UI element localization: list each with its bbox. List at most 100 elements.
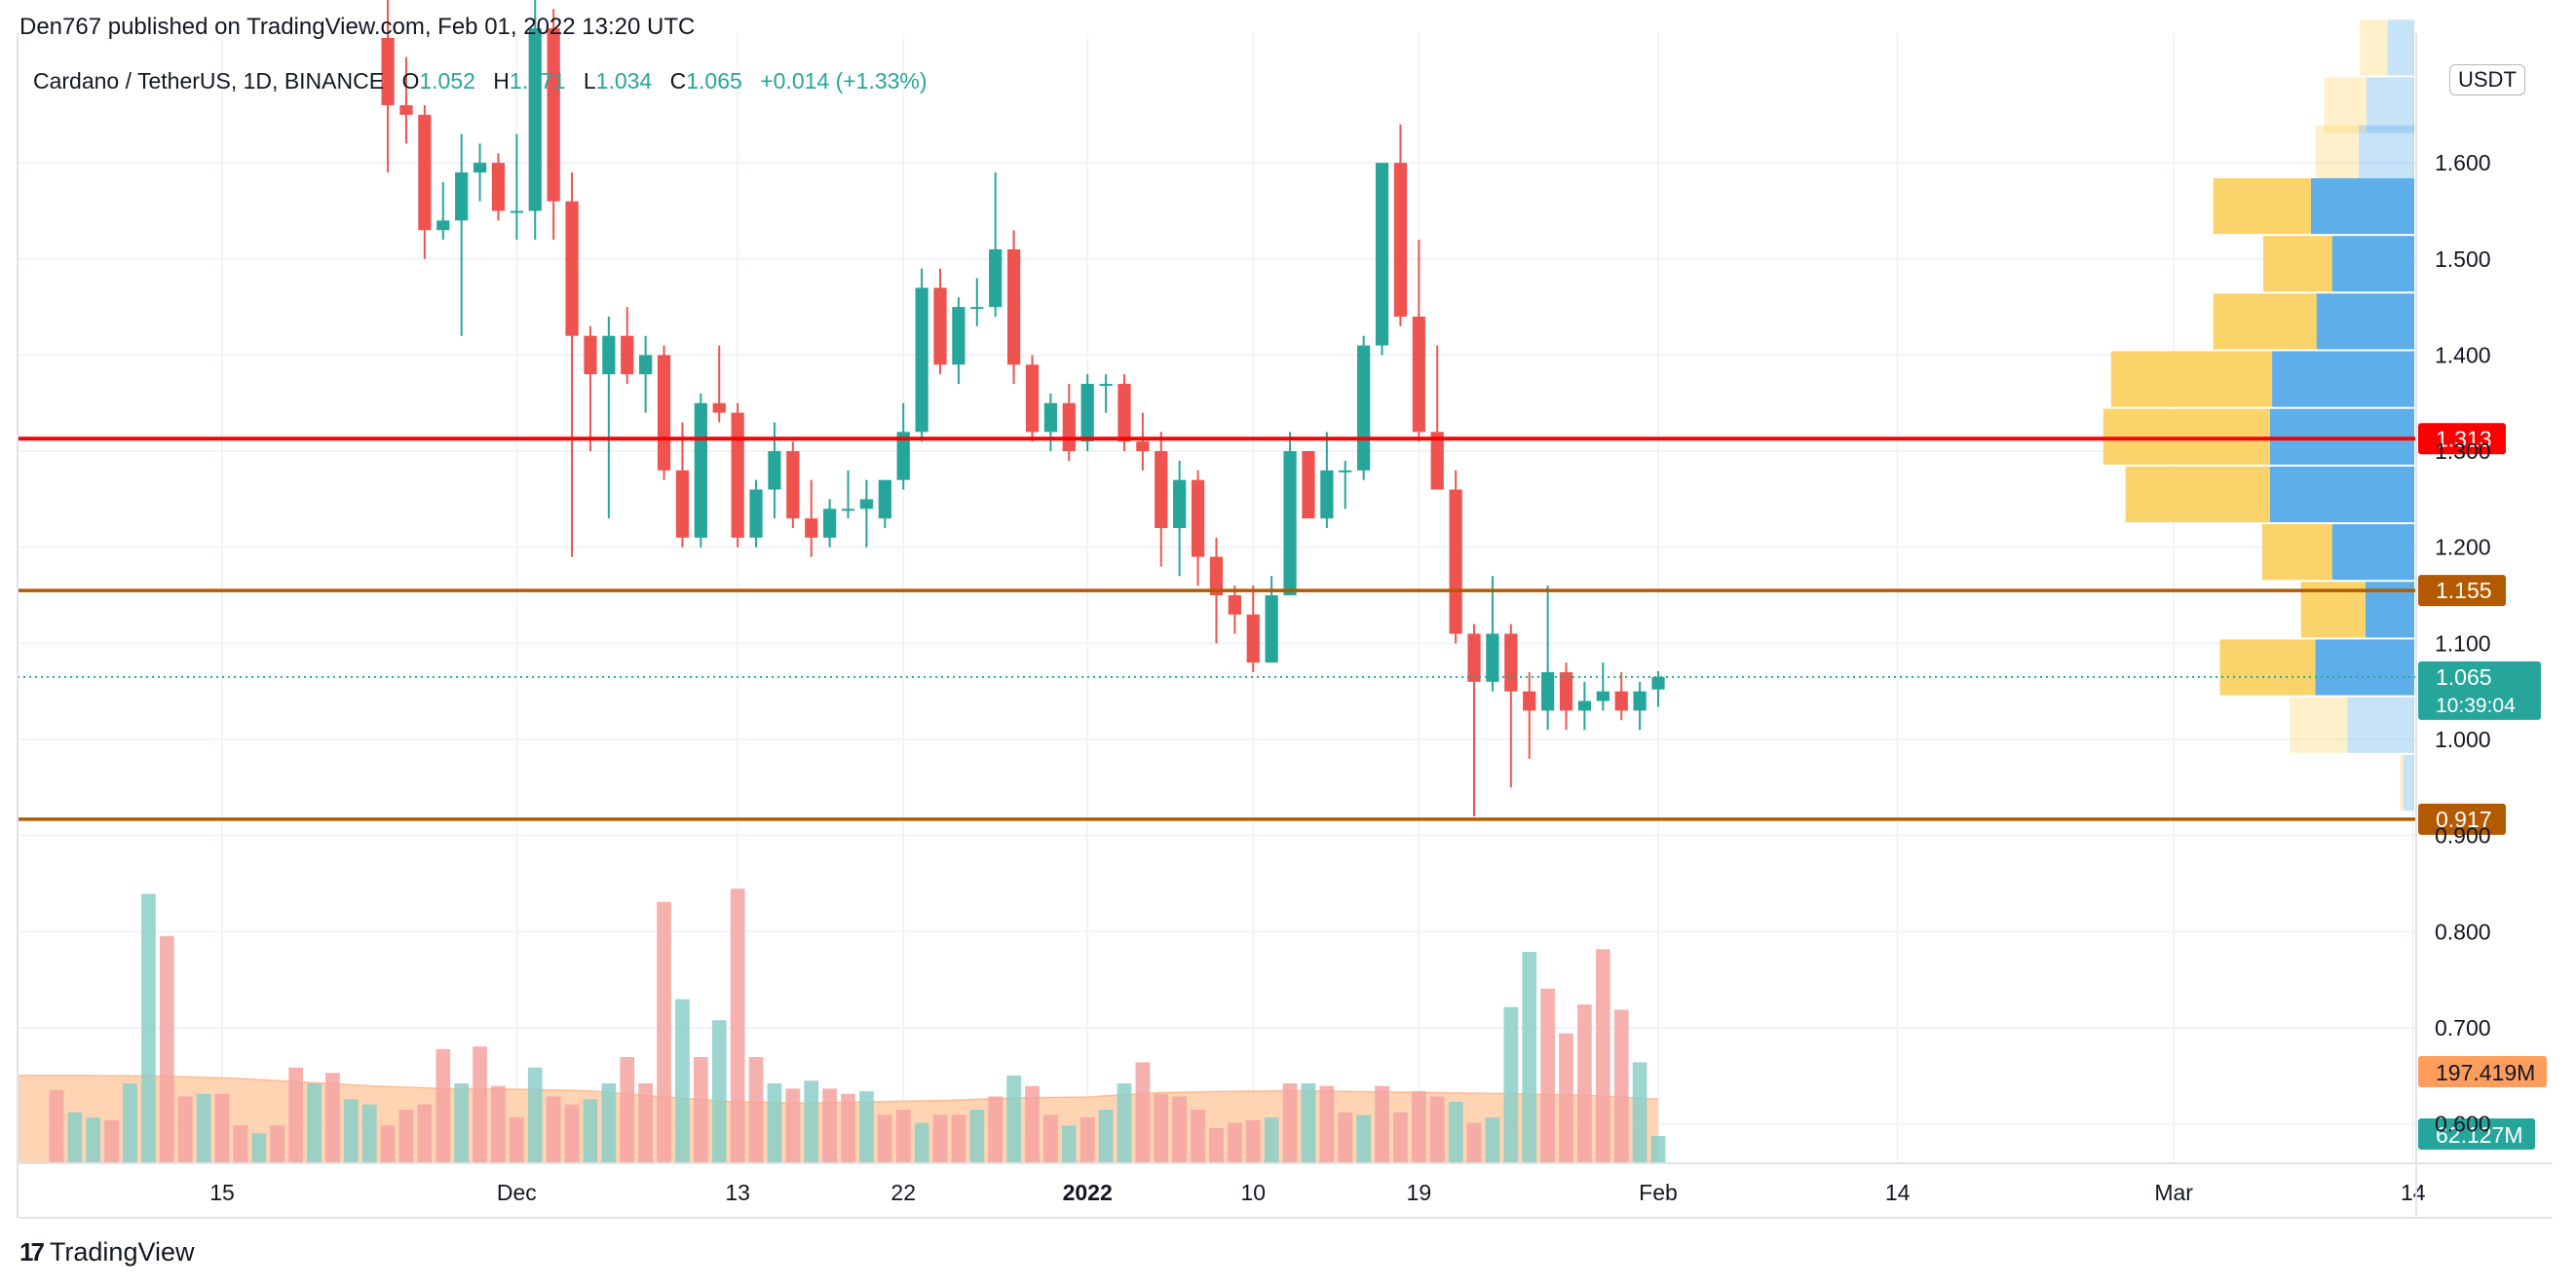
volume-profile-down	[2324, 77, 2367, 133]
volume-bar	[1264, 1117, 1279, 1162]
volume-bar	[546, 1096, 561, 1162]
volume-profile-down	[2261, 524, 2332, 581]
brand-name: TradingView	[49, 1237, 195, 1267]
time-tick-label: 13	[725, 1180, 750, 1205]
close-label: C	[669, 68, 687, 94]
volume-bar	[914, 1122, 929, 1162]
volume-bar	[270, 1125, 285, 1162]
candle-body	[989, 248, 1003, 308]
candle-body	[1265, 595, 1278, 663]
volume-bar	[491, 1085, 506, 1162]
volume-bar	[1375, 1085, 1389, 1162]
volume-bar	[141, 893, 156, 1162]
candle-body	[1633, 691, 1647, 711]
tradingview-brand[interactable]: 17 TradingView	[19, 1237, 195, 1267]
volume-bar	[951, 1115, 966, 1162]
volume-bar	[527, 1067, 543, 1162]
candle-body	[1062, 402, 1076, 452]
candle-body	[1559, 671, 1573, 711]
volume-bar	[123, 1083, 137, 1162]
volume-bar	[1522, 952, 1537, 1162]
volume-bar	[1245, 1119, 1261, 1162]
candle-body	[621, 335, 634, 375]
volume-bar	[767, 1083, 782, 1162]
candle-body	[1651, 676, 1665, 690]
candle-body	[1577, 700, 1592, 711]
volume-profile-up	[2315, 639, 2414, 696]
volume-bar	[1338, 1112, 1353, 1162]
tradingview-logo-icon: 17	[19, 1237, 45, 1267]
volume-bar	[1319, 1085, 1335, 1162]
volume-bar	[620, 1057, 635, 1162]
last-price-badge	[2418, 661, 2541, 720]
volume-bar	[804, 1080, 819, 1162]
volume-bar	[1006, 1075, 1021, 1162]
candle-body	[1467, 633, 1481, 682]
volume-bar	[1503, 1006, 1519, 1162]
time-tick-label: 10	[1240, 1180, 1266, 1205]
time-tick-label: 14	[1885, 1180, 1911, 1205]
price-tick-label: 0.600	[2435, 1112, 2491, 1137]
candle-body	[491, 163, 506, 211]
volume-bar	[1301, 1083, 1316, 1162]
volume-profile-down	[2213, 177, 2311, 235]
volume-bar	[417, 1104, 433, 1162]
candle-body	[1080, 384, 1094, 442]
time-tick-label: 14	[2401, 1180, 2426, 1205]
level-badge-support-lower	[2418, 803, 2506, 835]
volume-profile-down	[2125, 466, 2270, 523]
candle-body	[933, 287, 947, 365]
price-tick-label: 1.400	[2435, 342, 2491, 367]
volume-profile	[2102, 19, 2414, 811]
volume-bar	[711, 1020, 727, 1162]
symbol-legend: Cardano / TetherUS, 1D, BINANCE O1.052 H…	[33, 68, 928, 95]
volume-bar	[895, 1110, 911, 1162]
volume-bar	[1595, 949, 1610, 1162]
volume-pane	[18, 889, 1666, 1162]
volume-profile-down	[2262, 236, 2332, 292]
candle-body	[473, 163, 487, 173]
level-badge-text: 1.313	[2436, 426, 2492, 451]
price-tick-label: 0.700	[2435, 1015, 2491, 1040]
volume-bar	[988, 1096, 1004, 1162]
candle-body	[749, 489, 763, 538]
volume-bar	[601, 1083, 617, 1162]
candle-body	[1246, 614, 1260, 663]
volume-bar	[214, 1093, 230, 1162]
volume-bar	[748, 1057, 764, 1162]
volume-bar	[1191, 1110, 1205, 1162]
volume-profile-up	[2331, 236, 2414, 292]
candle-body	[915, 287, 928, 433]
volume-bar	[1227, 1122, 1242, 1162]
time-tick-label: 19	[1407, 1180, 1432, 1205]
currency-unit-button[interactable]: USDT	[2449, 64, 2525, 95]
close-value: 1.065	[686, 68, 742, 94]
candle-body	[418, 114, 432, 231]
volume-bar	[1098, 1110, 1114, 1162]
candle-body	[1357, 345, 1371, 471]
candle-body	[1523, 691, 1536, 711]
volume-profile-up	[2366, 77, 2414, 133]
volume-bar	[1448, 1101, 1463, 1162]
volume-bar	[325, 1073, 340, 1162]
price-tick-label: 1.100	[2435, 630, 2491, 656]
candle-body	[1596, 691, 1610, 701]
candle-body	[1302, 451, 1315, 519]
time-tick-label: 15	[209, 1180, 235, 1205]
volume-profile-up	[2347, 697, 2414, 753]
open-label: O	[401, 68, 420, 94]
volume-bar	[1154, 1093, 1169, 1162]
volume-bar	[473, 1046, 487, 1162]
candle-body	[896, 432, 910, 480]
countdown-text: 10:39:04	[2436, 695, 2516, 717]
candle-body	[510, 210, 523, 213]
volume-bar	[104, 1119, 119, 1162]
price-tick-label: 1.600	[2435, 150, 2491, 175]
symbol-name: Cardano / TetherUS, 1D, BINANCE	[33, 68, 385, 94]
candle-body	[1118, 384, 1131, 442]
candle-body	[602, 335, 616, 375]
volume-profile-up	[2269, 466, 2414, 523]
price-tick-label: 0.800	[2435, 919, 2491, 944]
candle-body	[565, 201, 579, 336]
